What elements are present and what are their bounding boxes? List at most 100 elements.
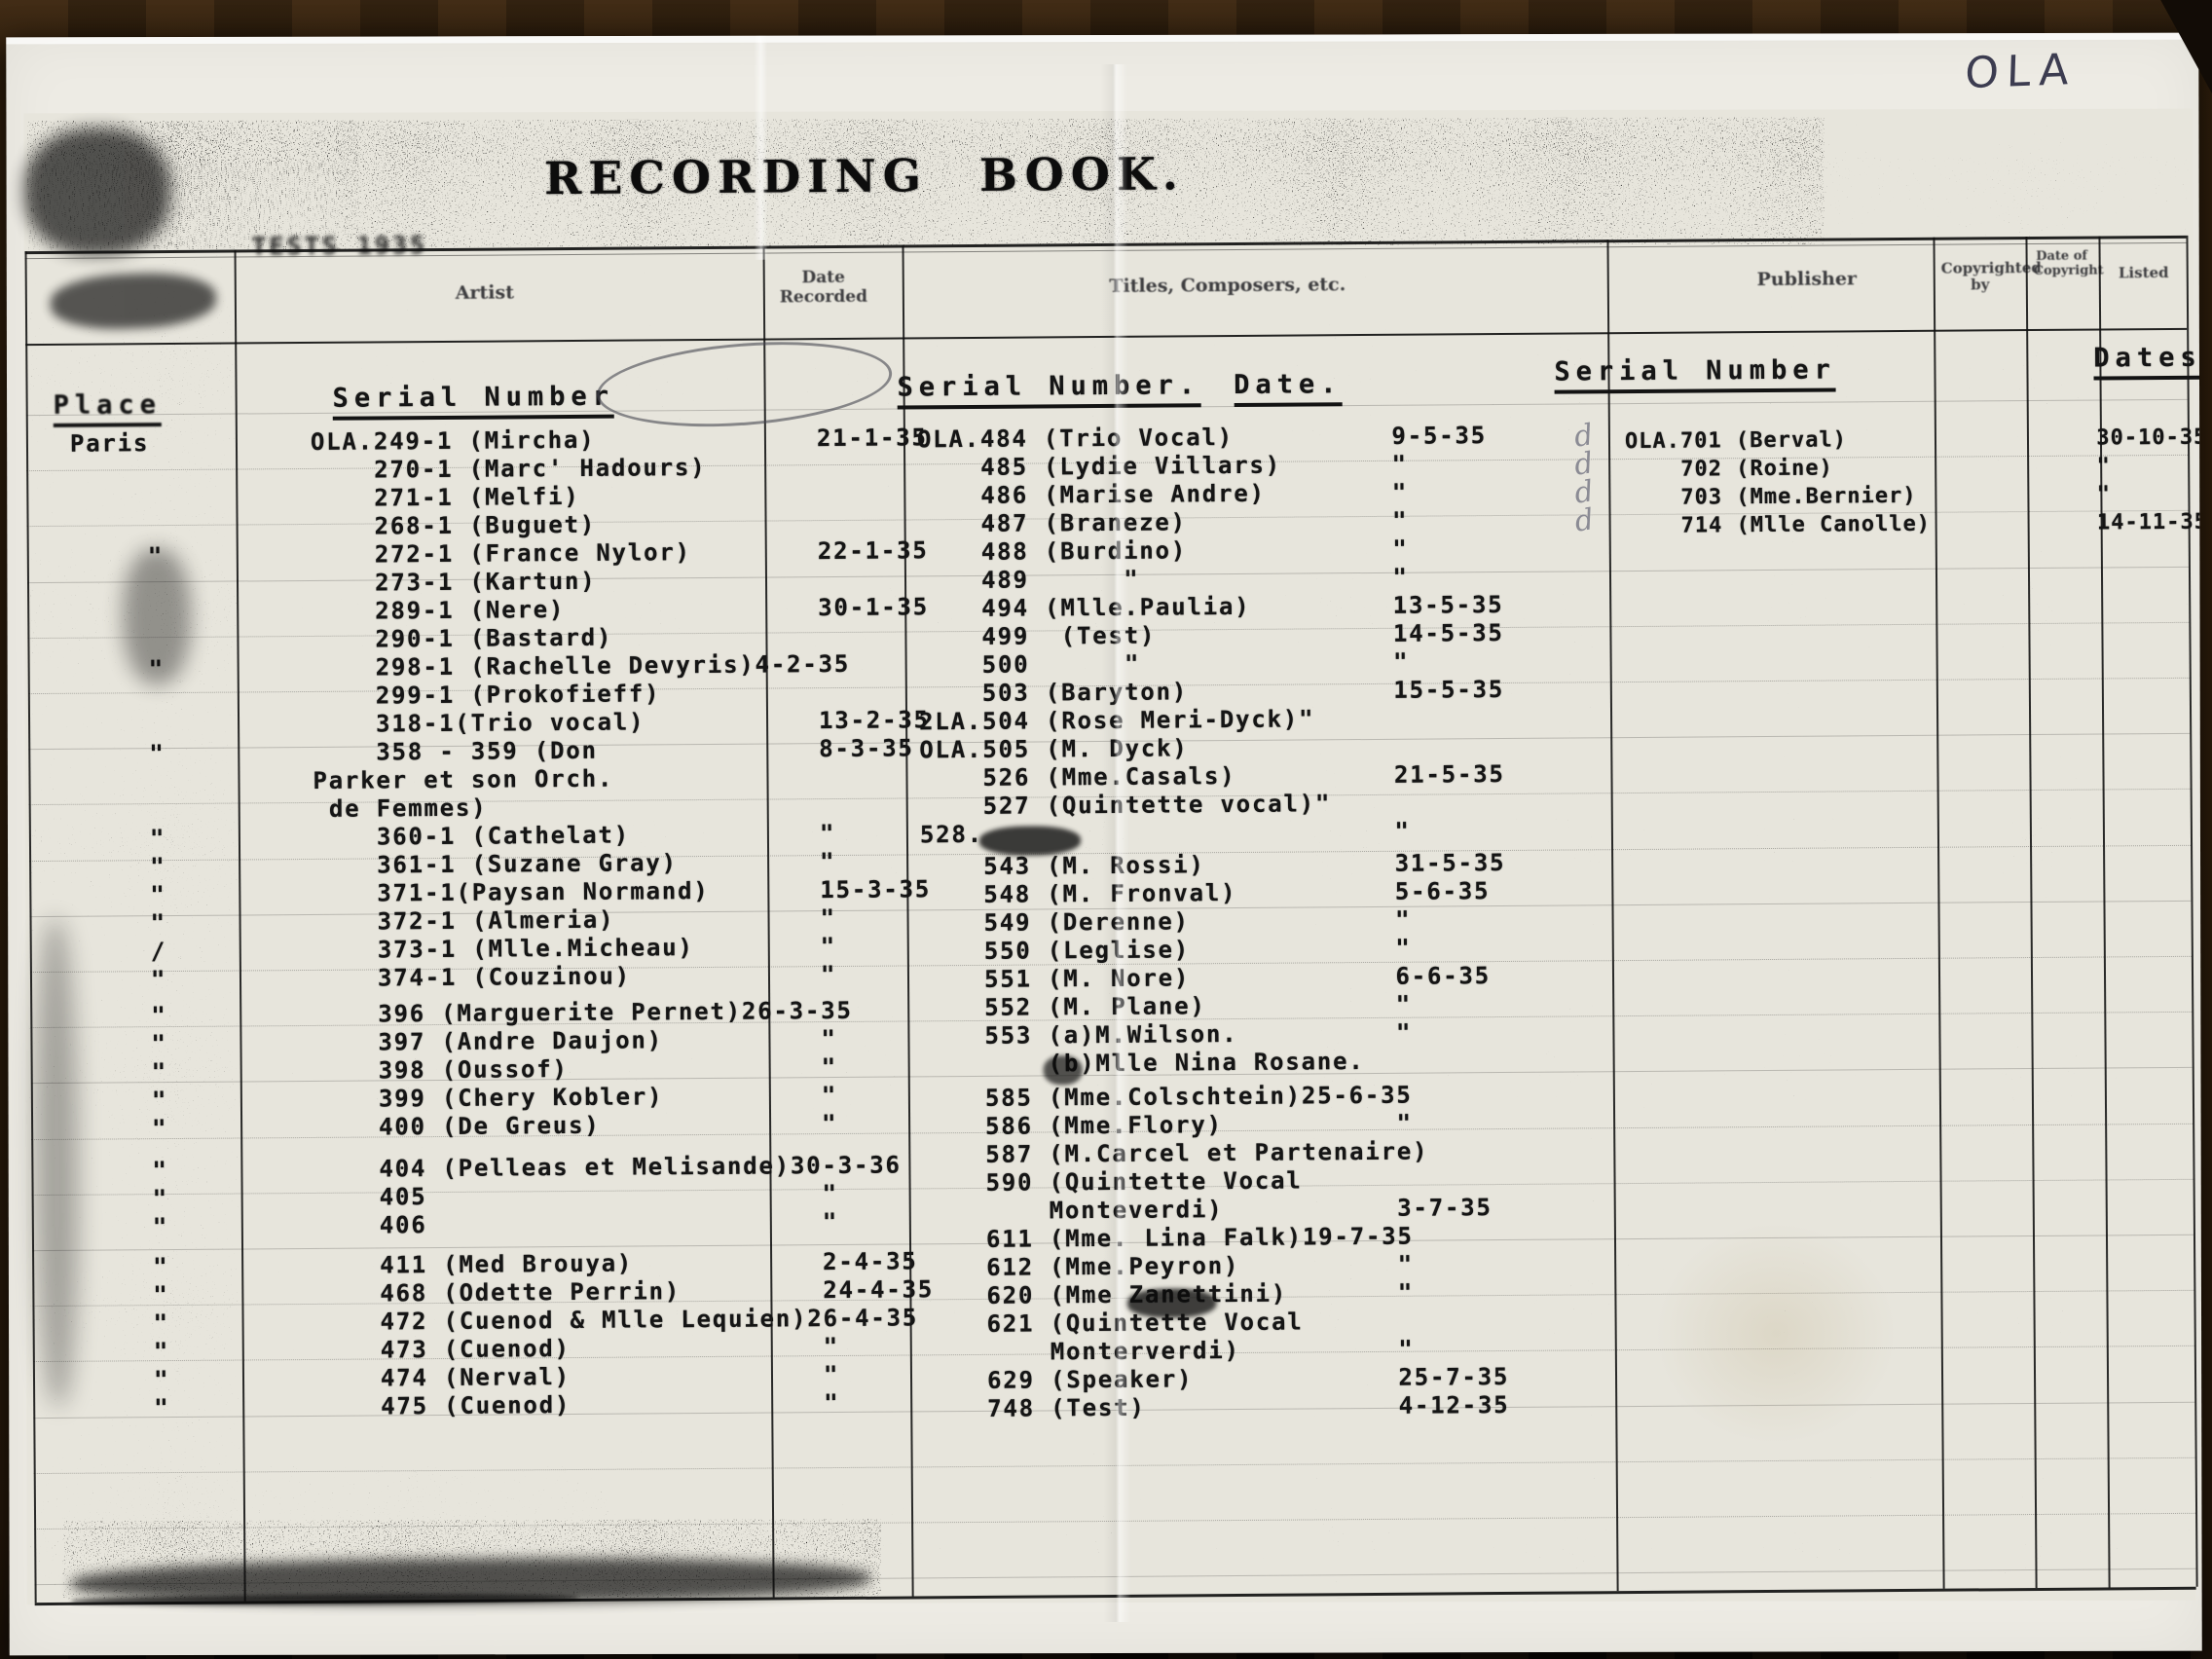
place-value: " [153,1253,169,1281]
column-header-titles: Titles, Composers, etc. [1109,274,1346,297]
ledger-row: 406 " " [153,1207,934,1240]
ledger-row-text: 289-1 (Nere) 30-1-35 [312,593,930,625]
ledger-row: 2LA.504 (Rose Meri-Dyck)" [919,704,1504,736]
ledger-column-right: OLA.701 (Berval) 30-10-35 d 702 (Roine) "… [1571,418,2202,540]
ledger-row: 499 (Test) 14-5-35 [918,619,1503,651]
ledger-row: 612 (Mme.Peyron) " [923,1250,1508,1282]
ledger-row-text: Monteverdi) 3-7-35 [922,1194,1493,1226]
ledger-row-text: 550 (Leglise) " [920,934,1412,966]
ledger-row-text: 400 (De Greus) " [315,1110,838,1141]
ledger-row-text: 499 (Test) 14-5-35 [918,618,1504,651]
ledger-row: OLA.249-1 (Mircha) 21-1-35 Paris [70,424,928,457]
ledger-row-text: 611 (Mme. Lina Falk)19-7-35 [922,1222,1414,1254]
place-value: " [153,1281,169,1309]
ledger-row-text: (b)Mlle Nina Rosane. [921,1048,1365,1079]
place-value: " [151,1030,167,1058]
ledger-row-text: OLA.484 (Trio Vocal) 9-5-35 [916,422,1488,454]
ledger-row-text: 551 (M. Nore) 6-6-35 [920,962,1492,994]
ledger-row: 290-1 (Bastard) [312,621,929,654]
ledger-row: 468 (Odette Perrin) 24-4-35 " [153,1275,935,1309]
ledger-row: Monteverdi) 3-7-35 [923,1194,1508,1226]
ledger-row: Parker et son Orch. [313,762,930,795]
ledger-row-text: 361-1 (Suzane Gray) " [313,848,836,879]
place-value: Paris [69,429,150,458]
ink-blot-b [1043,1055,1083,1086]
ledger-row-text: Monterverdi) " [923,1335,1415,1367]
ledger-row-text: 485 (Lydie Villars) " [917,450,1408,482]
pencil-checkmark: d [1572,502,1598,539]
ledger-row-text: 489 " " [917,563,1409,595]
ledger-row: 298-1 (Rachelle Devyris)4-2-35 " [149,649,930,682]
ledger-row-text: 473 (Cuenod) " [316,1333,840,1364]
ledger-row: 527 (Quintette vocal)" [920,789,1505,821]
ledger-row: 473 (Cuenod) " " [154,1332,935,1365]
ledger-row: 318-1(Trio vocal) 13-2-35 [313,706,930,739]
column-line [1606,240,1619,1592]
ledger-row-text: 714 (Mlle Canolle) 14-11-35 [1625,509,2202,539]
place-value: " [153,1338,170,1366]
ledger-row-text: 358 - 359 (Don 8-3-35 [313,734,914,766]
place-value: " [150,881,166,909]
place-value: " [151,1058,168,1087]
subheader-right-dates: Dates [2093,342,2202,381]
ledger-row-text: 472 (Cuenod & Mlle Lequien)26-4-35 [316,1304,919,1336]
ledger-row: 714 (Mlle Canolle) 14-11-35 d [1572,502,2202,540]
ledger-row-text: 371-1(Paysan Normand) 15-3-35 [313,875,932,907]
ledger-row-text: 468 (Odette Perrin) 24-4-35 [316,1275,935,1308]
ledger-row-text: 526 (Mme.Casals) 21-5-35 [919,759,1505,793]
place-value: " [152,1213,169,1241]
ledger-row-text: 500 " " [918,647,1410,680]
ledger-row: 585 (Mme.Colschtein)25-6-35 [922,1081,1507,1113]
ledger-row-text: 503 (Baryton) 15-5-35 [918,675,1505,708]
ledger-row-text: 552 (M. Plane) " [921,990,1413,1022]
ledger-row: 472 (Cuenod & Mlle Lequien)26-4-35 " [153,1304,934,1337]
ledger-row: 500 " " [919,647,1504,680]
ledger-row-text: 270-1 (Marc' Hadours) [311,453,707,484]
ledger-row: 374-1 (Couzinou) " " [151,960,932,993]
ledger-row-text: 612 (Mme.Peyron) " [923,1250,1415,1282]
ledger-row: 373-1 (Mlle.Micheau) " / [151,932,932,965]
ledger-row: 411 (Med Brouya) 2-4-35 " [153,1247,934,1280]
ledger-row-text: 373-1 (Mlle.Micheau) " [313,933,837,964]
left-edge-smudge-1 [122,547,192,685]
ledger-row: 489 " " [918,563,1503,595]
ledger-row: 485 (Lydie Villars) " [917,450,1502,482]
ledger-row: OLA.484 (Trio Vocal) 9-5-35 [917,422,1502,454]
ledger-row: 397 (Andre Daujon) " " [151,1024,932,1057]
ledger-row: 550 (Leglise) " [921,934,1506,966]
ledger-row: 474 (Nerval) " " [154,1360,935,1393]
ledger-row-text: 488 (Burdino) " [917,535,1409,567]
ledger-row: (b)Mlle Nina Rosane. [922,1047,1507,1079]
ledger-row: 475 (Cuenod) " " [154,1388,935,1421]
ledger-row: 372-1 (Almeria) " " [150,903,931,937]
ledger-row: 270-1 (Marc' Hadours) [311,452,928,485]
ledger-row-text: 486 (Marise Andre) " [917,478,1409,510]
ledger-row-text: 748 (Test) 4-12-35 [924,1390,1510,1423]
ledger-row: 611 (Mme. Lina Falk)19-7-35 [923,1222,1508,1254]
ledger-row-text: 703 (Mme.Bernier) " [1625,482,2112,511]
ledger-rules [6,33,2196,1586]
column-header-date-recorded: Date Recorded [779,267,868,307]
ledger-row: 268-1 (Buguet) [311,508,928,541]
place-value: " [150,909,166,938]
ledger-row-text: 474 (Nerval) " [316,1361,840,1392]
ledger-row-text: 374-1 (Couzinou) " [313,961,837,992]
ledger-row-text: 548 (M. Fronval) 5-6-35 [920,877,1491,909]
ledger-row-text: 494 (Mlle.Paulia) 13-5-35 [918,590,1504,623]
ledger-row: 272-1 (France Nylor) 22-1-35 " [148,536,929,570]
ledger-row-text: 404 (Pelleas et Melisande)30-3-36 [315,1151,902,1183]
ledger-row: 404 (Pelleas et Melisande)30-3-36 " [152,1151,933,1185]
ledger-row: 590 (Quintette Vocal [922,1165,1507,1198]
column-header-publisher: Publisher [1756,268,1858,291]
ledger-row: 289-1 (Nere) 30-1-35 [312,593,929,626]
place-value: " [153,1366,170,1394]
paper-sheet: RECORDING BOOK. TESTS 1935 Artist Date R… [6,32,2202,1656]
place-value: " [151,1002,167,1030]
ledger-row: 703 (Mme.Bernier) " d [1572,474,2201,512]
ledger-row: 526 (Mme.Casals) 21-5-35 [919,760,1504,793]
ledger-row: 503 (Baryton) 15-5-35 [919,676,1504,708]
ledger-row-text: 290-1 (Bastard) [312,623,613,653]
ledger-row-text: OLA.505 (M. Dyck) [919,734,1189,764]
ledger-row: 586 (Mme.Flory) " [922,1109,1507,1141]
ledger-row-text: 553 (a)M.Wilson. " [921,1018,1413,1051]
